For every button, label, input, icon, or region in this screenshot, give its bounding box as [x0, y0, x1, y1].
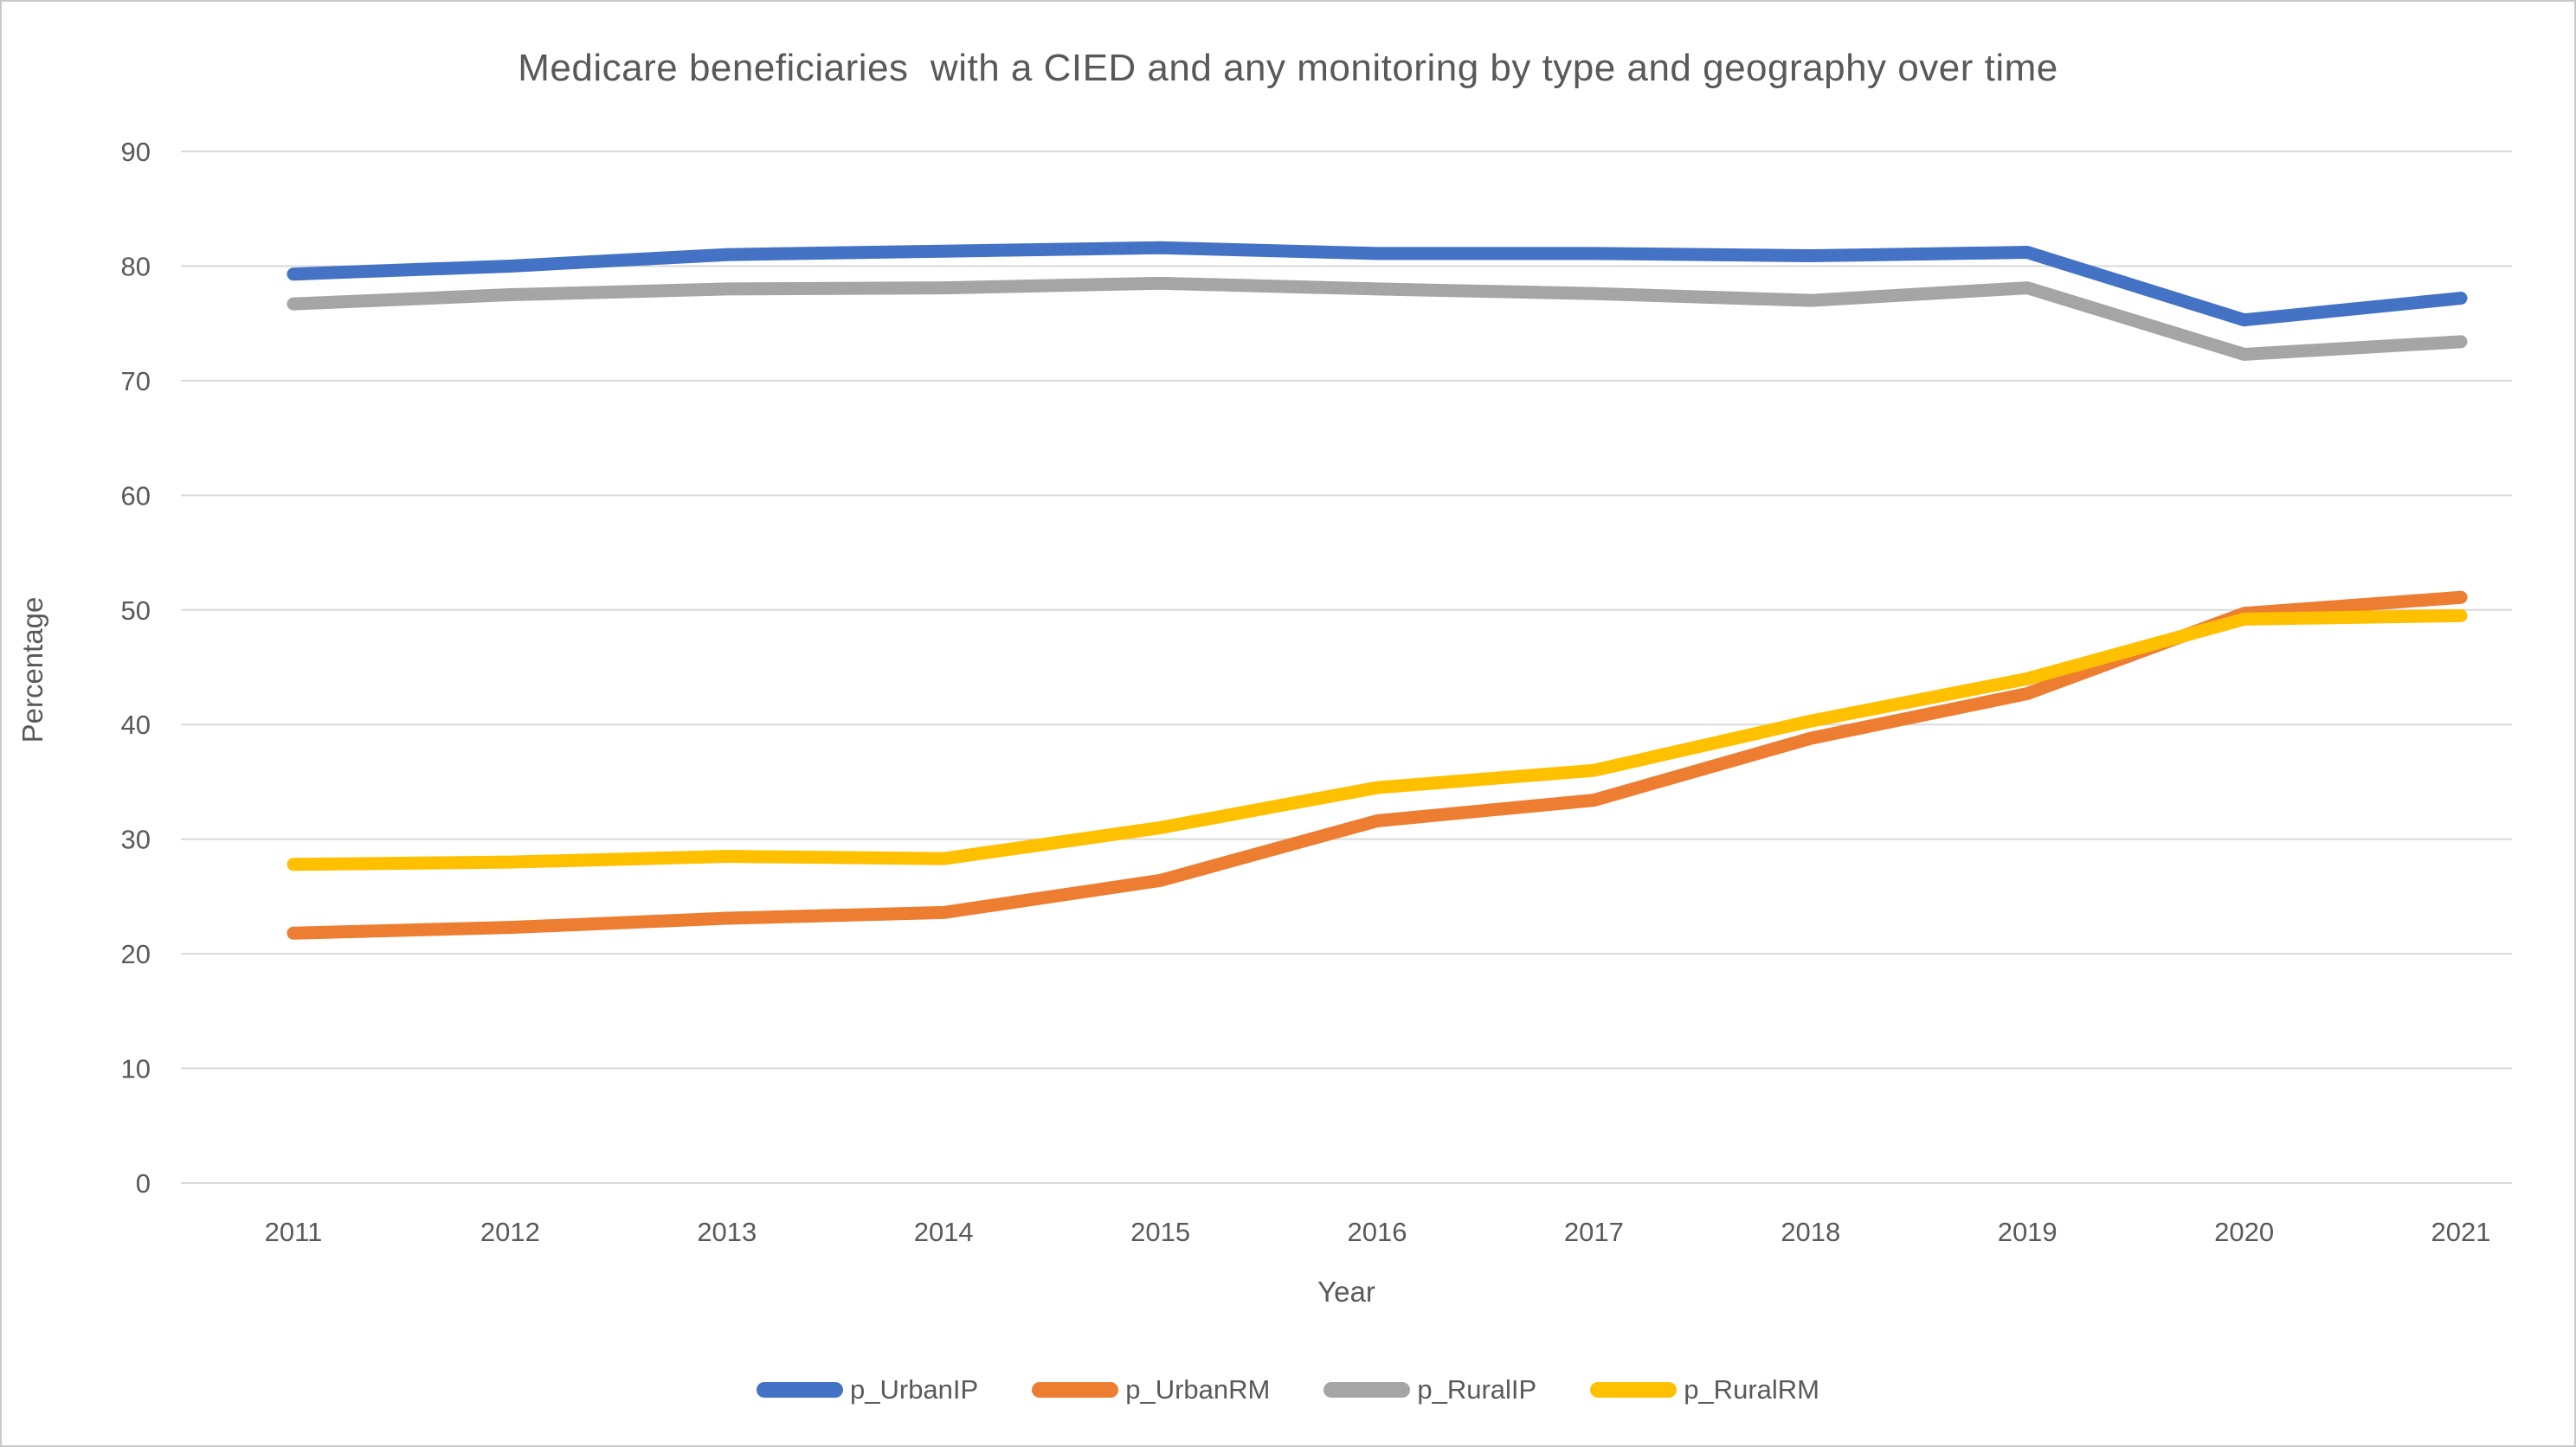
x-axis-title: Year: [1317, 1276, 1375, 1308]
x-tick-label: 2021: [2431, 1217, 2491, 1247]
series-lines: [287, 241, 2468, 940]
x-tick-label: 2015: [1130, 1217, 1190, 1247]
x-tick-label: 2013: [697, 1217, 757, 1247]
x-axis-tick-labels: 2011 2012 2013 2014 2015 2016 2017 2018 2019 2020…: [265, 1217, 2491, 1247]
y-tick-label: 70: [121, 366, 151, 396]
y-tick-label: 0: [136, 1168, 151, 1199]
x-tick-label: 2014: [914, 1217, 974, 1247]
legend-label: p_UrbanRM: [1125, 1374, 1271, 1405]
chart-title: Medicare beneficiaries with a CIED and a…: [518, 47, 2058, 89]
legend-item-p_RuralIP: p_RuralIP: [1323, 1374, 1536, 1405]
x-tick-label: 2016: [1348, 1217, 1407, 1247]
series-line-p_RuralRM: [287, 608, 2468, 871]
legend-label: p_RuralRM: [1684, 1374, 1819, 1405]
legend-item-p_RuralRM: p_RuralRM: [1590, 1374, 1819, 1405]
legend-item-p_UrbanIP: p_UrbanIP: [757, 1374, 978, 1405]
legend-label: p_RuralIP: [1417, 1374, 1537, 1405]
legend-swatch-p_RuralRM: [1590, 1382, 1678, 1398]
y-tick-label: 30: [121, 825, 151, 855]
series-line-p_UrbanRM: [287, 590, 2468, 940]
y-tick-label: 90: [121, 137, 151, 167]
y-axis-title: Percentage: [16, 596, 48, 743]
x-tick-label: 2018: [1781, 1217, 1840, 1247]
y-tick-label: 10: [121, 1054, 151, 1084]
legend-swatch-p_UrbanIP: [757, 1382, 843, 1398]
x-tick-label: 2019: [1998, 1217, 2058, 1247]
x-tick-label: 2017: [1564, 1217, 1624, 1247]
x-tick-label: 2012: [480, 1217, 540, 1247]
legend-swatch-p_UrbanRM: [1032, 1382, 1119, 1398]
y-tick-label: 20: [121, 939, 151, 969]
y-axis-tick-labels: 0 10 20 30 40 50 60 70 80 90: [121, 137, 151, 1199]
x-tick-label: 2020: [2214, 1217, 2274, 1247]
y-tick-label: 60: [121, 480, 151, 511]
x-tick-label: 2011: [265, 1217, 323, 1247]
y-tick-label: 50: [121, 595, 151, 626]
series-line-p_RuralIP: [287, 276, 2468, 361]
gridlines: [181, 151, 2512, 1184]
series-line-p_UrbanIP: [287, 241, 2468, 327]
legend-swatch-p_RuralIP: [1323, 1382, 1411, 1398]
legend-item-p_UrbanRM: p_UrbanRM: [1032, 1374, 1270, 1405]
y-tick-label: 40: [121, 710, 151, 740]
legend: p_UrbanIP p_UrbanRM p_RuralIP p_RuralRM: [2, 1374, 2574, 1405]
y-tick-label: 80: [121, 251, 151, 281]
legend-label: p_UrbanIP: [850, 1374, 979, 1405]
